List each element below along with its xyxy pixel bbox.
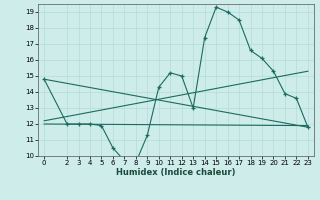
X-axis label: Humidex (Indice chaleur): Humidex (Indice chaleur): [116, 168, 236, 177]
